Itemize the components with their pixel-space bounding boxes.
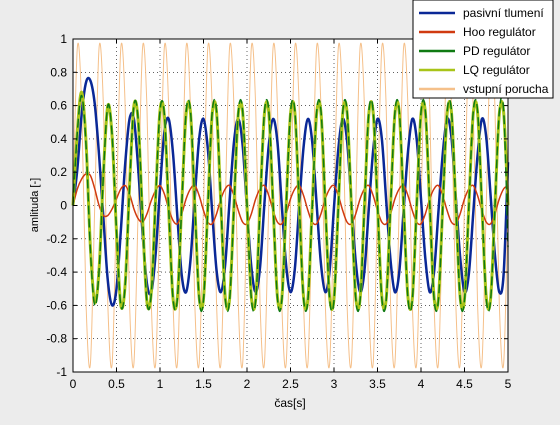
- y-tick-label: -0.2: [46, 232, 67, 246]
- legend-label: pasivní tlumení: [463, 6, 544, 20]
- series-line-pd-regulator: [72, 94, 509, 313]
- x-tick-label: 3: [331, 377, 338, 391]
- y-tick-label: -0.4: [46, 265, 67, 279]
- y-tick-label: -0.6: [46, 298, 67, 312]
- y-tick-label: -0.8: [46, 332, 67, 346]
- x-tick-label: 3.5: [369, 377, 386, 391]
- y-tick-label: 0: [60, 199, 67, 213]
- x-tick-label: 0: [70, 377, 77, 391]
- x-tick-label: 2: [244, 377, 251, 391]
- legend-box: [412, 0, 554, 99]
- y-axis-label: amlituda [-]: [29, 178, 41, 232]
- legend-label: LQ regulátor: [463, 63, 530, 77]
- x-tick-label: 5: [505, 377, 512, 391]
- y-tick-label: -1: [56, 365, 67, 379]
- x-tick-label: 1.5: [195, 377, 212, 391]
- legend-label: Hoo regulátor: [463, 25, 536, 39]
- series-lines: [71, 42, 510, 369]
- legend-label: PD regulátor: [463, 44, 530, 58]
- series-line-hoo-regulator: [72, 172, 509, 226]
- y-tick-label: 0.8: [50, 65, 67, 79]
- x-tick-label: 2.5: [282, 377, 299, 391]
- y-tick-label: 0.6: [50, 99, 67, 113]
- x-axis-label: čas[s]: [274, 396, 305, 410]
- y-tick-label: 1: [60, 32, 67, 46]
- y-tick-label: 0.2: [50, 165, 67, 179]
- x-tick-label: 0.5: [108, 377, 125, 391]
- axis-ticks: 0 0.5 1 1.5 2 2.5 3 3.5 4 4.5 5 1 0.8 0.6 0.4 0.2 0 -0.2 -…: [46, 32, 511, 391]
- x-tick-label: 4: [418, 377, 425, 391]
- x-tick-label: 1: [157, 377, 164, 391]
- x-tick-label: 4.5: [456, 377, 473, 391]
- legend: pasivní tlumení Hoo regulátor PD regulátor…: [412, 0, 554, 99]
- legend-label: vstupní porucha: [463, 82, 549, 96]
- series-line-vstupni-porucha: [72, 42, 509, 369]
- y-tick-label: 0.4: [50, 132, 67, 146]
